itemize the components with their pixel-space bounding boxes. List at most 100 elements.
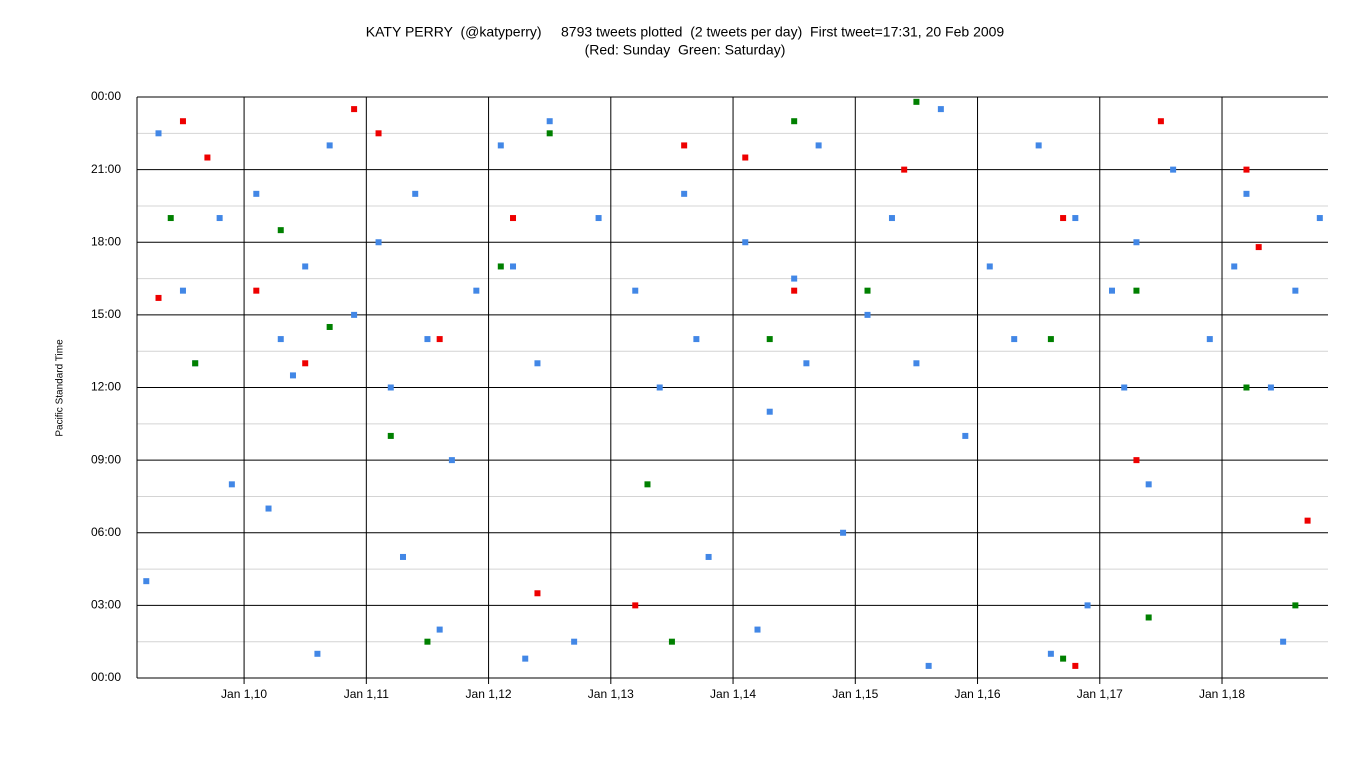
- point: [632, 287, 639, 294]
- point: [534, 590, 541, 597]
- y-tick-label: 00:00: [91, 670, 121, 684]
- x-tick-label: Jan 1,12: [466, 687, 512, 701]
- point: [840, 529, 847, 536]
- point: [1145, 481, 1152, 488]
- point: [204, 154, 211, 161]
- y-tick-label: 12:00: [91, 380, 121, 394]
- point: [668, 638, 675, 645]
- point: [681, 142, 688, 149]
- y-tick-label: 21:00: [91, 162, 121, 176]
- x-tick-label: Jan 1,18: [1199, 687, 1245, 701]
- point: [326, 142, 333, 149]
- point: [1060, 655, 1067, 662]
- x-tick-label: Jan 1,14: [710, 687, 756, 701]
- point: [1243, 166, 1250, 173]
- x-tick-label: Jan 1,16: [955, 687, 1001, 701]
- point: [216, 215, 223, 222]
- point: [766, 336, 773, 343]
- point: [473, 287, 480, 294]
- point: [1316, 215, 1323, 222]
- point: [681, 190, 688, 197]
- point: [901, 166, 908, 173]
- point: [167, 215, 174, 222]
- point: [803, 360, 810, 367]
- point: [1145, 614, 1152, 621]
- point: [1121, 384, 1128, 391]
- point: [412, 190, 419, 197]
- point: [436, 626, 443, 633]
- point: [742, 239, 749, 246]
- point: [351, 106, 358, 113]
- point: [448, 457, 455, 464]
- point: [913, 360, 920, 367]
- point: [253, 190, 260, 197]
- point: [192, 360, 199, 367]
- point: [265, 505, 272, 512]
- x-tick-label: Jan 1,10: [221, 687, 267, 701]
- point: [546, 130, 553, 137]
- point: [277, 336, 284, 343]
- point: [1243, 190, 1250, 197]
- point: [888, 215, 895, 222]
- point: [155, 294, 162, 301]
- point: [375, 239, 382, 246]
- point: [424, 336, 431, 343]
- point: [1255, 244, 1262, 251]
- point: [497, 142, 504, 149]
- point: [962, 432, 969, 439]
- point: [424, 638, 431, 645]
- point: [595, 215, 602, 222]
- point: [754, 626, 761, 633]
- point: [1047, 650, 1054, 657]
- point: [522, 655, 529, 662]
- point: [571, 638, 578, 645]
- point: [1304, 517, 1311, 524]
- point: [1170, 166, 1177, 173]
- point: [1292, 287, 1299, 294]
- point: [986, 263, 993, 270]
- point: [1292, 602, 1299, 609]
- point: [155, 130, 162, 137]
- point: [1072, 215, 1079, 222]
- point: [1133, 287, 1140, 294]
- x-tick-label: Jan 1,17: [1077, 687, 1123, 701]
- point: [1267, 384, 1274, 391]
- x-tick-label: Jan 1,11: [344, 687, 389, 701]
- y-tick-label: 09:00: [91, 452, 121, 466]
- point: [399, 553, 406, 560]
- point: [277, 227, 284, 234]
- point: [656, 384, 663, 391]
- point: [534, 360, 541, 367]
- point: [436, 336, 443, 343]
- point: [497, 263, 504, 270]
- y-tick-label: 00:00: [91, 89, 121, 103]
- point: [375, 130, 382, 137]
- x-tick-label: Jan 1,13: [588, 687, 634, 701]
- point: [1060, 215, 1067, 222]
- point: [302, 360, 309, 367]
- point: [791, 275, 798, 282]
- point: [1280, 638, 1287, 645]
- point: [1035, 142, 1042, 149]
- point: [1231, 263, 1238, 270]
- point: [302, 263, 309, 270]
- point: [143, 578, 150, 585]
- point: [228, 481, 235, 488]
- point: [693, 336, 700, 343]
- point: [1133, 239, 1140, 246]
- point: [815, 142, 822, 149]
- y-tick-label: 15:00: [91, 307, 121, 321]
- point: [546, 118, 553, 125]
- point: [387, 432, 394, 439]
- point: [864, 311, 871, 318]
- point: [791, 118, 798, 125]
- point: [644, 481, 651, 488]
- y-axis-label: Pacific Standard Time: [55, 339, 66, 437]
- y-tick-label: 03:00: [91, 598, 121, 612]
- point: [1072, 662, 1079, 669]
- point: [314, 650, 321, 657]
- point: [1206, 336, 1213, 343]
- point: [326, 323, 333, 330]
- point: [289, 372, 296, 379]
